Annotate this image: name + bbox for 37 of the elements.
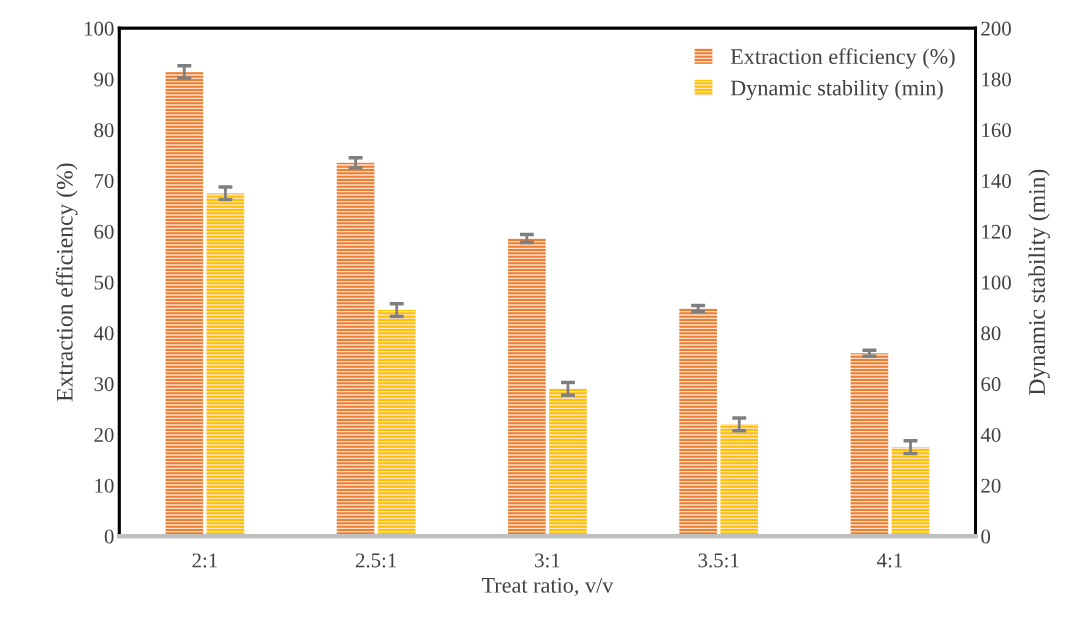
y-tick-label: 100 bbox=[84, 21, 114, 36]
y2-tick-label: 80 bbox=[981, 326, 1001, 341]
x-tick-label: 4:1 bbox=[877, 553, 903, 568]
bar bbox=[720, 424, 759, 537]
y2-tick-label: 60 bbox=[981, 377, 1001, 392]
y-tick-label: 50 bbox=[94, 275, 114, 290]
y2-axis-title: Dynamic stability (min) bbox=[1028, 169, 1050, 395]
y-tick-label: 80 bbox=[94, 123, 114, 138]
y-tick-label: 0 bbox=[104, 529, 114, 544]
bar bbox=[549, 388, 587, 537]
legend-label: Extraction efficiency (%) bbox=[730, 48, 955, 69]
y-tick-label: 90 bbox=[94, 72, 114, 87]
y-tick-label: 40 bbox=[93, 326, 114, 341]
y2-tick-label: 100 bbox=[982, 275, 1011, 290]
y2-tick-label: 40 bbox=[980, 427, 1001, 442]
x-tick-label: 2:1 bbox=[192, 553, 217, 568]
y2-tick-label: 120 bbox=[982, 224, 1011, 239]
y-tick-label: 10 bbox=[95, 478, 114, 493]
y2-tick-label: 160 bbox=[982, 123, 1011, 138]
y2-tick-label: 140 bbox=[982, 173, 1011, 189]
y2-tick-label: 180 bbox=[982, 72, 1011, 87]
x-tick-label: 3.5:1 bbox=[698, 553, 739, 568]
y-tick-label: 20 bbox=[94, 427, 114, 442]
bar bbox=[679, 308, 717, 537]
legend-label: Dynamic stability (min) bbox=[730, 79, 943, 101]
y-tick-label: 70 bbox=[94, 173, 114, 189]
y-axis-title: Extraction efficiency (%) bbox=[55, 163, 78, 402]
y2-tick-label: 20 bbox=[981, 478, 1001, 493]
x-axis-title: Treat ratio, v/v bbox=[481, 577, 614, 597]
x-tick-label: 2.5:1 bbox=[355, 553, 397, 568]
bar bbox=[850, 353, 889, 537]
y-tick-label: 30 bbox=[94, 377, 114, 392]
x-tick-label: 3:1 bbox=[535, 553, 560, 568]
y-tick-label: 60 bbox=[94, 224, 114, 239]
bar bbox=[508, 238, 546, 537]
y2-tick-label: 0 bbox=[981, 529, 991, 544]
y2-tick-label: 200 bbox=[981, 21, 1011, 36]
